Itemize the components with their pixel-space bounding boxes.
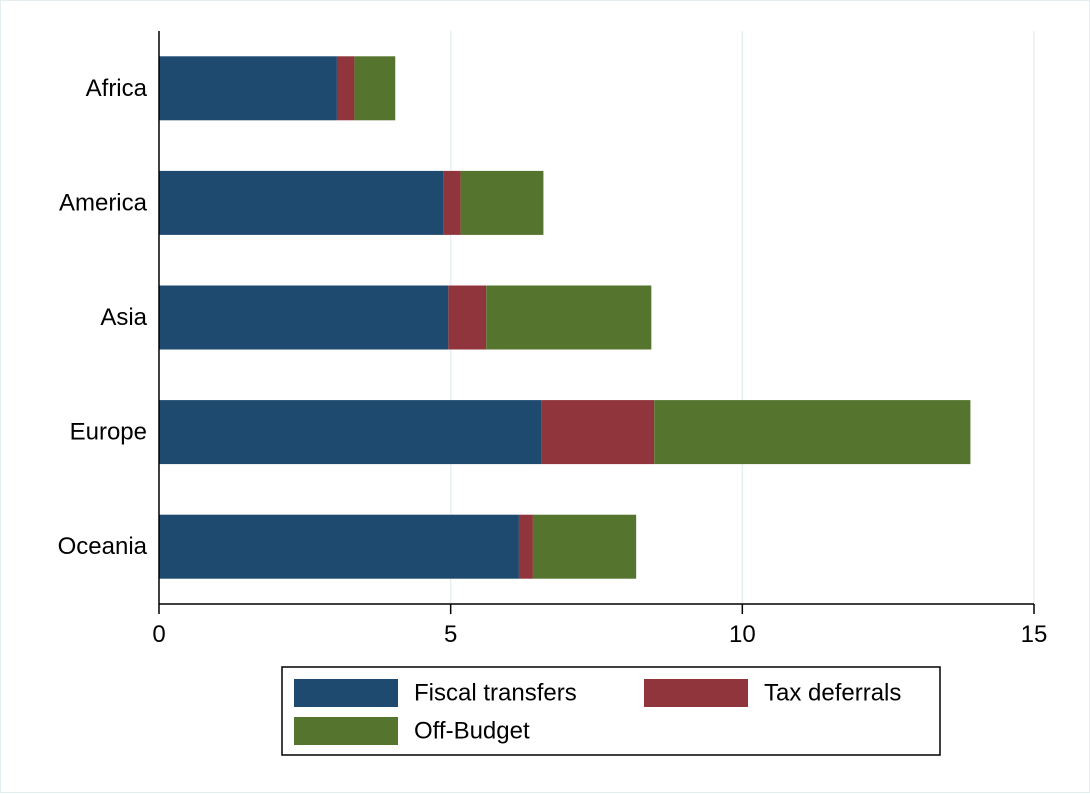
y-tick-label-america: America bbox=[59, 189, 148, 216]
bar-oceania-tax-deferrals bbox=[518, 514, 533, 579]
x-tick-label-0: 0 bbox=[152, 621, 165, 648]
y-tick-label-asia: Asia bbox=[100, 304, 147, 331]
legend-label-fiscal-transfers: Fiscal transfers bbox=[414, 680, 577, 707]
legend: Fiscal transfers Tax deferrals Off-Budget bbox=[281, 666, 941, 756]
bar-europe-fiscal-transfers bbox=[159, 400, 542, 465]
x-tick-label-15: 15 bbox=[1021, 621, 1048, 648]
bar-america-fiscal-transfers bbox=[159, 170, 444, 235]
bar-asia-fiscal-transfers bbox=[159, 285, 449, 350]
legend-label-tax-deferrals: Tax deferrals bbox=[764, 680, 901, 707]
legend-label-off-budget: Off-Budget bbox=[414, 718, 530, 745]
bar-europe-tax-deferrals bbox=[541, 400, 655, 465]
bars bbox=[159, 56, 971, 579]
bar-africa-off-budget bbox=[354, 56, 396, 121]
bar-asia-off-budget bbox=[486, 285, 652, 350]
bar-africa-tax-deferrals bbox=[336, 56, 355, 121]
legend-swatch-tax-deferrals bbox=[644, 679, 748, 707]
x-tick-label-10: 10 bbox=[729, 621, 756, 648]
y-tick-label-africa: Africa bbox=[86, 75, 148, 102]
bar-america-off-budget bbox=[460, 170, 544, 235]
x-tick-label-5: 5 bbox=[444, 621, 457, 648]
bar-oceania-off-budget bbox=[532, 514, 637, 579]
bar-europe-off-budget bbox=[654, 400, 971, 465]
legend-swatch-off-budget bbox=[294, 717, 398, 745]
bar-africa-fiscal-transfers bbox=[159, 56, 337, 121]
bar-oceania-fiscal-transfers bbox=[159, 514, 519, 579]
y-tick-label-oceania: Oceania bbox=[58, 533, 148, 560]
y-tick-label-europe: Europe bbox=[70, 419, 147, 446]
bar-america-tax-deferrals bbox=[443, 170, 461, 235]
legend-swatch-fiscal-transfers bbox=[294, 679, 398, 707]
bar-asia-tax-deferrals bbox=[448, 285, 487, 350]
axes: Africa America Asia Europe Oceania 0 5 10 15 bbox=[58, 31, 1048, 648]
